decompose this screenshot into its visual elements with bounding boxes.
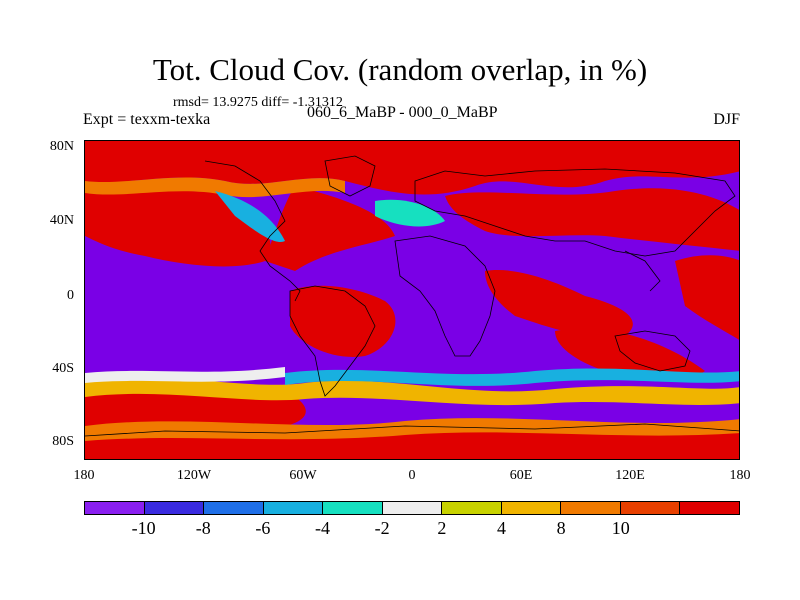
cloud-cover-map bbox=[84, 140, 740, 460]
colorbar-swatch bbox=[442, 502, 502, 514]
lat-tick: 40S bbox=[52, 361, 74, 376]
field-samerica-red bbox=[290, 285, 396, 357]
colorbar-label: -4 bbox=[315, 518, 331, 538]
field-sh-pacific-red bbox=[85, 390, 306, 431]
lon-tick: 60W bbox=[289, 468, 317, 483]
lat-tick: 80N bbox=[49, 139, 74, 154]
field-cyan-asia bbox=[375, 199, 445, 227]
lon-tick: 180 bbox=[729, 468, 751, 483]
lat-tick: 40N bbox=[49, 213, 74, 228]
colorbar-label: -2 bbox=[374, 518, 390, 538]
experiment-label: Expt = texxm-texka bbox=[83, 111, 211, 128]
field-white-band-sh bbox=[85, 367, 285, 383]
colorbar-swatch bbox=[680, 502, 740, 514]
colorbar-label: 10 bbox=[611, 518, 630, 538]
colorbar-label: 8 bbox=[556, 518, 566, 538]
coastlines bbox=[85, 155, 739, 437]
lon-tick: 180 bbox=[73, 468, 95, 483]
field-indian-red bbox=[555, 328, 705, 381]
colorbar-swatch bbox=[144, 502, 205, 514]
colorbar-label: -8 bbox=[195, 518, 211, 538]
field-orange-band-sh bbox=[85, 377, 739, 406]
colorbar-swatch bbox=[263, 502, 324, 514]
field-cyan-band-sh bbox=[285, 368, 739, 386]
colorbar-swatch bbox=[620, 502, 681, 514]
colorbar-swatch bbox=[561, 502, 621, 514]
field-africa-red bbox=[485, 270, 633, 337]
field-asia-east-red bbox=[675, 255, 739, 340]
lon-tick: 120E bbox=[615, 468, 645, 483]
field-nh-atlantic-red bbox=[265, 186, 395, 271]
lon-tick: 120W bbox=[176, 468, 212, 483]
colorbar-swatch bbox=[382, 502, 443, 514]
colorbar-swatch bbox=[323, 502, 383, 514]
field-orange-band-south bbox=[85, 418, 739, 441]
colorbar-swatch bbox=[204, 502, 264, 514]
colorbar-swatch bbox=[85, 502, 145, 514]
field-cyan-nh bbox=[215, 191, 285, 242]
lat-tick: 80S bbox=[52, 434, 74, 449]
colorbar-label: 4 bbox=[496, 518, 506, 538]
colorbar-label: 2 bbox=[437, 518, 447, 538]
lon-tick: 0 bbox=[408, 468, 416, 483]
field-north-red bbox=[85, 141, 739, 195]
colorbar bbox=[84, 501, 740, 515]
lat-tick: 0 bbox=[67, 288, 74, 303]
colorbar-swatch bbox=[501, 502, 562, 514]
colorbar-label: -10 bbox=[131, 518, 156, 538]
stats-text: rmsd= 13.9275 diff= -1.31312 bbox=[173, 95, 343, 110]
difference-label: 060_6_MaBP - 000_0_MaBP bbox=[307, 104, 498, 121]
lon-tick: 60E bbox=[509, 468, 533, 483]
field-orange-band-north bbox=[85, 177, 345, 198]
map-field bbox=[85, 141, 739, 459]
colorbar-label: -6 bbox=[255, 518, 271, 538]
plot-title: Tot. Cloud Cov. (random overlap, in %) bbox=[152, 52, 648, 87]
field-eurasia-red bbox=[445, 188, 739, 251]
season-label: DJF bbox=[713, 111, 740, 128]
